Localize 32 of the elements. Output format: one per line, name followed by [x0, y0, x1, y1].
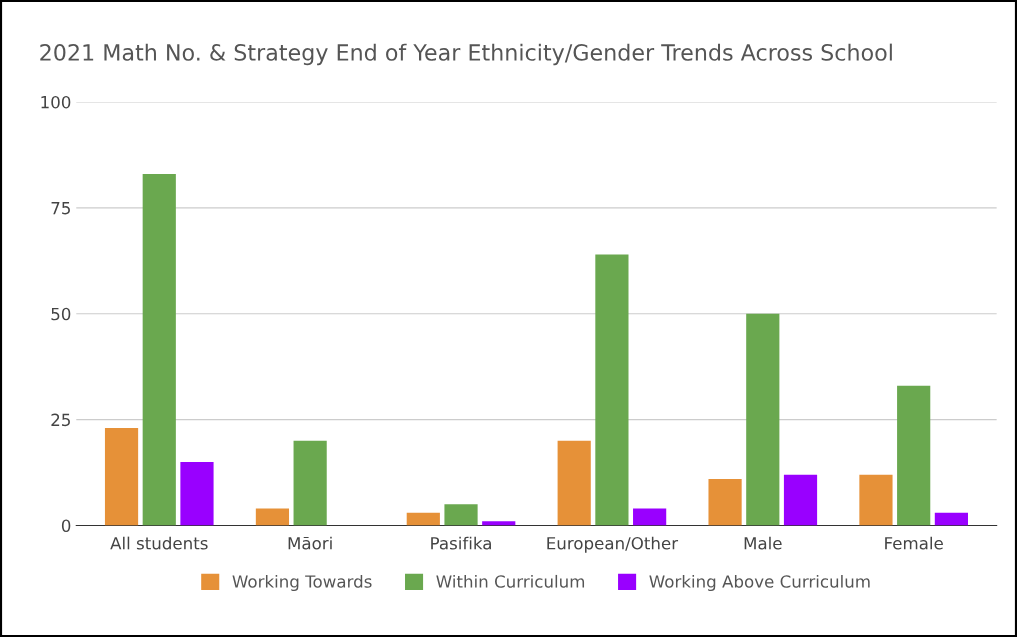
- bar: [142, 173, 176, 526]
- bar: [595, 254, 629, 526]
- x-tick-label: Māori: [288, 536, 332, 550]
- bar: [708, 478, 742, 526]
- legend-label: Working Above Curriculum: [649, 574, 870, 592]
- bar: [255, 508, 290, 526]
- y-tick-label: 50: [51, 307, 71, 321]
- legend-label: Working Towards: [232, 574, 372, 592]
- bar: [557, 440, 591, 526]
- y-tick-label: 25: [51, 413, 70, 427]
- y-tick-label: 0: [61, 519, 71, 533]
- chart-title: 2021 Math No. & Strategy End of Year Ethnicity/Gender Trends Across School: [40, 43, 892, 66]
- bar: [406, 512, 440, 526]
- legend-label: Within Curriculum: [436, 574, 585, 588]
- bar: [482, 521, 516, 526]
- bar: [444, 504, 478, 526]
- bar: [783, 474, 818, 526]
- y-tick-label: 75: [51, 202, 70, 215]
- x-tick-label: Male: [744, 536, 782, 550]
- x-tick-label: Female: [885, 536, 943, 550]
- bar: [180, 461, 214, 526]
- bar: [934, 512, 968, 526]
- x-tick-label: All students: [110, 536, 208, 550]
- bar: [633, 508, 667, 526]
- bar: [104, 428, 139, 526]
- bar: [746, 313, 780, 526]
- x-tick-label: Pasifika: [431, 536, 491, 550]
- bar: [897, 385, 931, 526]
- x-tick-label: European/Other: [547, 536, 679, 553]
- bar: [859, 474, 893, 526]
- bar: [293, 440, 327, 526]
- y-tick-label: 100: [41, 95, 71, 109]
